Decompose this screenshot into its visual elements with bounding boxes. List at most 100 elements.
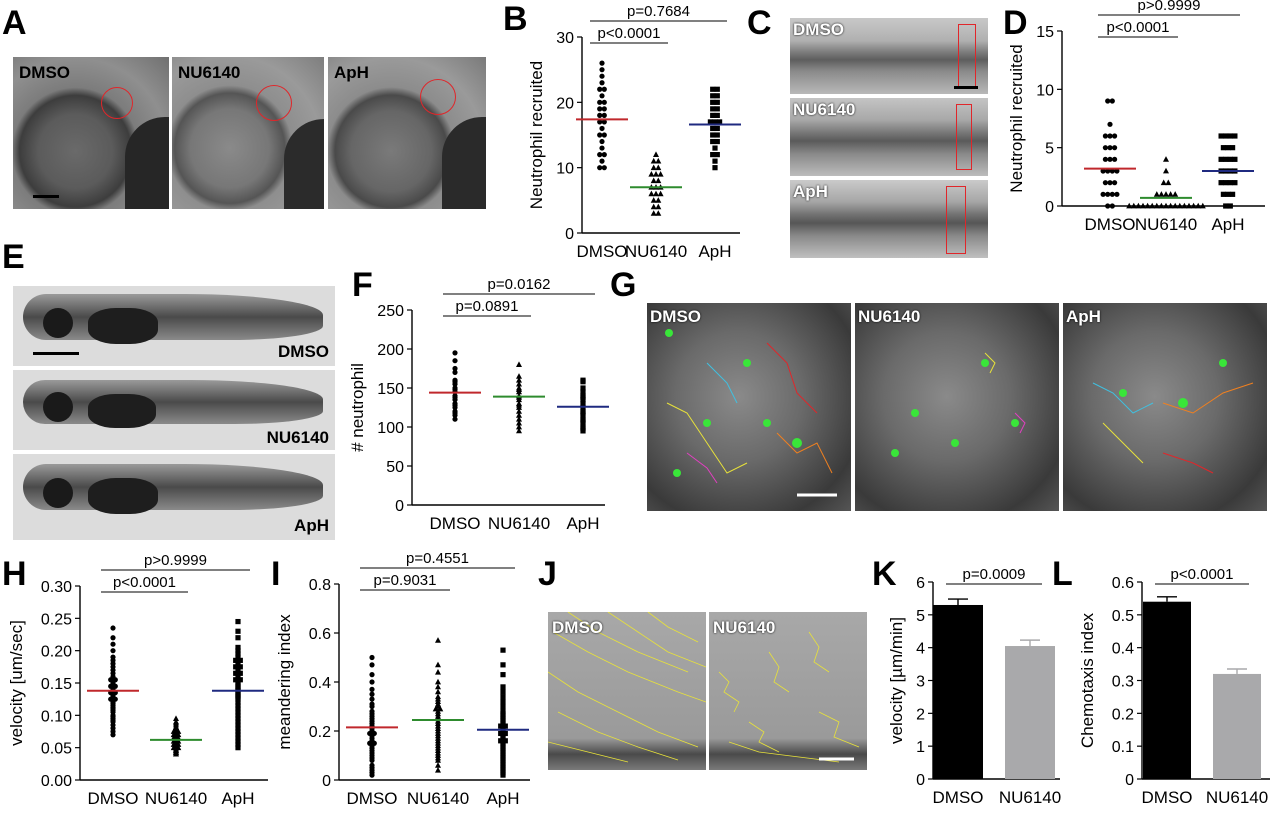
chart-b-point — [650, 197, 657, 203]
chart-k-ytick-label: 5 — [916, 608, 925, 625]
chart-h-point — [235, 651, 241, 657]
chart-b-point — [710, 106, 716, 112]
chart-h-point — [235, 735, 241, 741]
chart-d-point — [1105, 168, 1111, 174]
chart-d-point — [1100, 168, 1106, 174]
chart-b-point — [710, 138, 716, 145]
chart-b-point — [650, 177, 657, 184]
panel-letter-i: I — [271, 555, 281, 593]
chart-b-category-label: NU6140 — [625, 242, 687, 261]
chart-f-point — [580, 416, 586, 422]
chart-d-point — [1107, 121, 1113, 127]
chart-b-point — [714, 152, 720, 158]
chart-b-point — [655, 164, 662, 171]
chart-f-point — [452, 369, 458, 375]
chart-h-point — [110, 635, 116, 641]
chart-d-ytick-label: 5 — [1045, 141, 1054, 158]
chart-d-point — [1102, 156, 1108, 162]
chart-i-point — [435, 683, 441, 690]
chart-k-ytick-label: 3 — [916, 674, 925, 691]
chart-b-point — [653, 190, 659, 197]
chart-b-point — [597, 112, 603, 118]
chart-h-point — [173, 715, 179, 721]
panel-g-label-dmso: DMSO — [650, 307, 701, 326]
panel-letter-e: E — [2, 238, 25, 276]
chart-b-point — [710, 99, 716, 105]
chart-d-point — [1112, 145, 1118, 151]
chart-d-point — [1230, 145, 1236, 151]
panel-letter-h: H — [2, 555, 27, 593]
chart-d-point — [1126, 202, 1133, 209]
chart-d-point — [1163, 191, 1169, 197]
chart-b-point — [599, 158, 605, 164]
chart-b-point — [650, 203, 657, 210]
chart-i-point — [500, 672, 506, 678]
panel-letter-k: K — [872, 555, 897, 593]
chart-b-point — [717, 119, 723, 125]
chart-d-point — [1153, 191, 1160, 197]
chart-f-point — [516, 380, 522, 387]
chart-f-point — [516, 373, 522, 379]
chart-h-ytick-label: 0.30 — [41, 579, 72, 596]
panel-letter-c: C — [747, 4, 772, 42]
chart-h-point — [237, 664, 243, 670]
panel-g-label-aph: ApH — [1066, 307, 1101, 326]
chart-b-point — [655, 210, 662, 216]
chart-b-point — [714, 132, 720, 138]
chart-d-p-value: p<0.0001 — [1107, 19, 1170, 36]
chart-k-ylabel: velocity [µm/min] — [887, 617, 906, 744]
chart-h-point — [110, 641, 116, 647]
panel-letter-d: D — [1003, 4, 1028, 42]
panel-g-tracks-dmso — [665, 329, 837, 497]
chart-d-point — [1102, 145, 1108, 151]
chart-f-point — [580, 393, 586, 399]
chart-d-point — [1223, 133, 1229, 139]
chart-i-category-label: DMSO — [347, 789, 398, 808]
chart-f-point — [580, 385, 586, 391]
chart-f-point — [516, 377, 522, 383]
chart-d-point — [1223, 156, 1229, 162]
chart-h-ytick-label: 0.05 — [41, 741, 72, 758]
chart-d-point — [1190, 202, 1197, 209]
panel-c-image-aph: ApH — [790, 180, 988, 258]
panel-a-image-dmso: DMSO — [13, 57, 169, 209]
chart-l-ytick-label: 0.2 — [1112, 706, 1134, 723]
chart-d-category-label: DMSO — [1085, 215, 1136, 234]
chart-d-point — [1105, 203, 1111, 209]
chart-d-point — [1230, 191, 1236, 197]
chart-b-point — [655, 177, 662, 184]
chart-h-point — [235, 725, 241, 731]
chart-d-point — [1112, 133, 1118, 139]
panel-j-tracks-nu6140 — [718, 631, 860, 763]
chart-f-point — [452, 393, 458, 399]
chart-f-ytick-label: 0 — [395, 498, 404, 515]
chart-b-point — [601, 99, 607, 105]
chart-h-point — [235, 703, 241, 709]
chart-k-ytick-label: 0 — [916, 772, 925, 789]
chart-h-point — [235, 654, 241, 660]
panel-e-image-dmso: DMSO — [13, 286, 335, 366]
chart-i-p-value: p=0.9031 — [374, 572, 437, 589]
chart-h-point — [237, 677, 243, 683]
chart-d-point — [1225, 191, 1231, 197]
chart-d-point — [1144, 202, 1151, 209]
panel-letter-l: L — [1052, 555, 1073, 593]
chart-i-point — [369, 757, 375, 764]
chart-f-point — [452, 408, 458, 414]
chart-f-point — [516, 400, 522, 406]
chart-b-point — [601, 106, 607, 112]
chart-i-point — [435, 661, 441, 668]
chart-h-category-label: DMSO — [88, 789, 139, 808]
chart-h-point — [235, 706, 241, 712]
chart-h-category-label: NU6140 — [145, 789, 207, 808]
chart-d-point — [1105, 98, 1111, 104]
chart-l-ylabel: Chemotaxis index — [1078, 612, 1097, 748]
chart-d-point — [1100, 191, 1106, 197]
chart-d-p-value: p>0.9999 — [1138, 0, 1201, 14]
chart-d-point — [1109, 203, 1115, 209]
chart-b-point — [710, 86, 716, 92]
panel-g-image-nu6140: NU6140 — [855, 303, 1059, 511]
panel-letter-f: F — [352, 266, 373, 304]
